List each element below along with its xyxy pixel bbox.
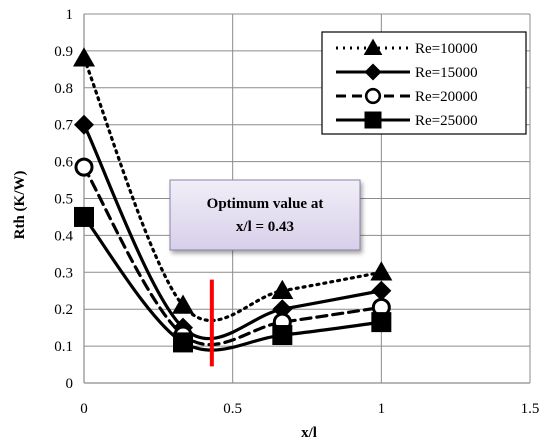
data-point [371, 312, 392, 333]
data-point [172, 294, 195, 314]
y-tick-label: 0.7 [54, 118, 73, 134]
legend-marker [364, 87, 382, 105]
legend-label: Re=15000 [415, 65, 478, 81]
y-tick-label: 0.9 [54, 44, 73, 60]
legend-label: Re=10000 [415, 41, 478, 57]
y-tick-label: 0.5 [54, 192, 73, 208]
x-axis-title: x/l [301, 425, 317, 441]
x-tick-label: 1.5 [521, 401, 540, 417]
data-point [74, 114, 94, 135]
data-point [74, 157, 94, 177]
legend-label: Re=25000 [415, 113, 478, 129]
y-tick-label: 0.8 [54, 81, 73, 97]
data-point [73, 47, 95, 67]
y-tick-label: 0 [66, 376, 74, 392]
series-line [82, 56, 383, 322]
legend-marker [363, 38, 383, 56]
data-point [271, 279, 294, 299]
y-tick-label: 0.6 [54, 155, 73, 171]
series-line [82, 215, 383, 352]
legend-box [321, 31, 527, 135]
y-tick-label: 0.3 [54, 265, 73, 281]
y-tick-label: 0.4 [54, 228, 73, 244]
y-tick-labels: 0 0.1 0.2 0.3 0.4 0.5 0.6 0.7 0.8 0.9 1 [54, 7, 73, 392]
series-line [82, 165, 383, 347]
annotation: Optimum value at x/l = 0.43 [169, 179, 361, 251]
y-tick-label: 0.1 [54, 339, 73, 355]
legend-marker [364, 63, 382, 81]
y-axis-title: Rth (K/W) [12, 171, 28, 240]
data-point [74, 206, 94, 227]
legend-label: Re=20000 [415, 89, 478, 105]
x-tick-label: 0 [80, 401, 88, 417]
annotation-line-2: x/l = 0.43 [236, 219, 294, 235]
data-point [272, 325, 293, 346]
x-tick-label: 1 [378, 401, 386, 417]
legend-marker [364, 111, 382, 129]
y-tick-label: 0.2 [54, 302, 73, 318]
legend: Re=10000 Re=15000 Re=20000 Re=25000 [321, 31, 527, 135]
data-point [173, 332, 194, 353]
axes [83, 14, 530, 384]
annotation-line-1: Optimum value at [207, 196, 324, 212]
y-tick-label: 1 [66, 7, 74, 23]
x-tick-label: 0.5 [223, 401, 242, 417]
annotation-box [169, 179, 361, 251]
data-point [371, 280, 392, 301]
data-point [370, 261, 393, 281]
x-tick-labels: 0 0.5 1 1.5 [80, 401, 539, 417]
plot-area [73, 47, 393, 367]
